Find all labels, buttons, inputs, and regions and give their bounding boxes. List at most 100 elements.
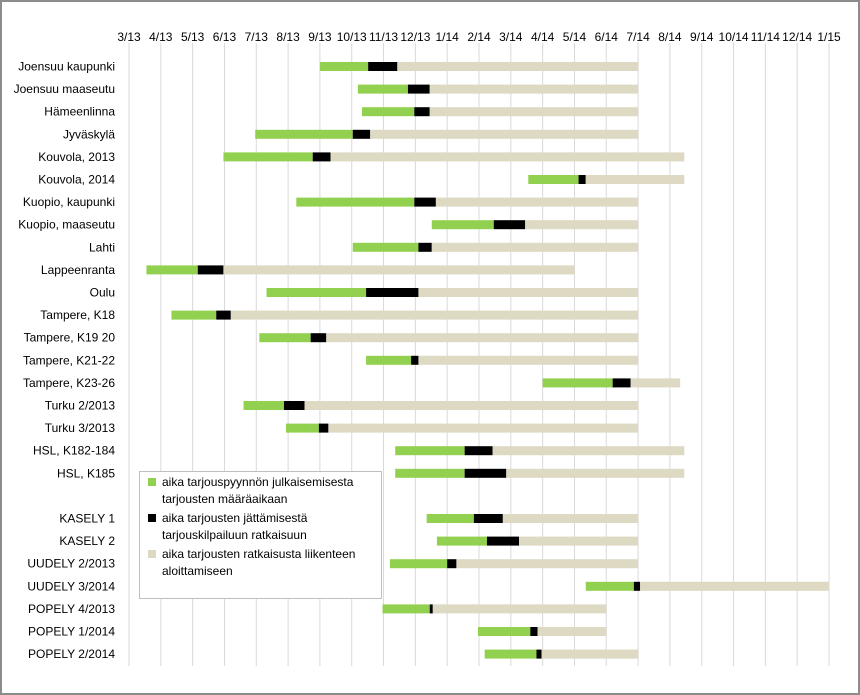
category-label: Hämeenlinna: [44, 105, 115, 119]
x-tick-label: 1/14: [436, 30, 460, 44]
bar-segment-startup-period: [429, 107, 639, 117]
bar-segment-startup-period: [304, 401, 639, 410]
bar-segment-tender-period: [171, 310, 217, 320]
category-label: Joensuu kaupunki: [18, 60, 115, 74]
category-label: Kouvola, 2014: [38, 173, 115, 187]
x-tick-label: 5/13: [181, 30, 205, 44]
bar-segment-tender-period: [431, 220, 494, 230]
bar-segment-startup-period: [418, 288, 639, 297]
legend-swatch-green: [148, 478, 156, 486]
bar-segment-startup-period: [330, 152, 685, 162]
category-label: Tampere, K23-26: [23, 376, 115, 390]
x-tick-label: 2/14: [467, 30, 491, 44]
category-label: KASELY 2: [59, 534, 115, 548]
bar-segment-startup-period: [640, 581, 829, 591]
bar-segment-startup-period: [492, 446, 685, 456]
x-axis-ticks: 3/13 4/13 5/13 6/13 7/13 8/13 9/13 10/13 11/13 12…: [117, 30, 841, 44]
bar-segment-evaluation-period: [536, 649, 542, 659]
x-tick-label: 7/14: [626, 30, 650, 44]
bar-segment-evaluation-period: [310, 333, 327, 343]
x-tick-label: 5/14: [563, 30, 587, 44]
bar-segment-startup-period: [370, 129, 639, 139]
bar-segment-tender-period: [296, 197, 415, 207]
category-label: POPELY 4/2013: [28, 602, 115, 616]
bar-segment-evaluation-period: [530, 627, 538, 636]
bar-segment-tender-period: [585, 581, 634, 591]
category-label: Turku 2/2013: [45, 399, 116, 413]
x-tick-label: 10/14: [719, 30, 749, 44]
x-tick-label: 4/14: [531, 30, 555, 44]
bar-segment-startup-period: [432, 604, 607, 614]
bar-segment-evaluation-period: [312, 152, 331, 162]
bar-segment-evaluation-period: [578, 175, 586, 184]
legend-item-black: aika tarjousten jättämisestä tarjouskilp…: [148, 510, 375, 543]
bar-segment-startup-period: [537, 627, 607, 636]
bar-segment-tender-period: [366, 355, 412, 365]
bar-segment-tender-period: [259, 333, 311, 343]
legend-item-beige: aika tarjousten ratkaisusta liikenteen a…: [148, 546, 375, 579]
bar-segment-tender-period: [477, 627, 531, 636]
bar-segment-tender-period: [426, 514, 474, 523]
category-label: UUDELY 3/2014: [27, 579, 115, 593]
x-tick-label: 6/14: [595, 30, 619, 44]
bar-segment-tender-period: [389, 559, 448, 569]
bar-segment-tender-period: [542, 378, 613, 388]
bar-segment-startup-period: [506, 468, 685, 478]
category-label: POPELY 2/2014: [28, 647, 115, 661]
bar-segment-startup-period: [223, 265, 575, 275]
x-tick-label: 4/13: [149, 30, 173, 44]
bar-segment-tender-period: [146, 265, 198, 275]
category-label: Kuopio, maaseutu: [18, 218, 115, 232]
x-tick-label: 11/13: [369, 30, 398, 44]
bar-segment-tender-period: [436, 536, 487, 546]
bar-segment-evaluation-period: [352, 129, 371, 139]
bar-segment-evaluation-period: [612, 378, 631, 388]
x-tick-label: 8/13: [276, 30, 300, 44]
legend-label-beige: aika tarjousten ratkaisusta liikenteen a…: [162, 547, 356, 578]
bar-segment-evaluation-period: [366, 288, 419, 297]
bar-segment-startup-period: [326, 333, 639, 343]
bar-segment-tender-period: [243, 401, 284, 410]
x-tick-label: 11/14: [751, 30, 780, 44]
legend-swatch-beige: [148, 550, 156, 558]
bar-segment-startup-period: [230, 310, 639, 320]
legend: aika tarjouspyynnön julkaisemisesta tarj…: [139, 471, 382, 599]
bar-segment-startup-period: [431, 242, 639, 252]
category-label: HSL, K185: [57, 466, 115, 480]
x-tick-label: 9/14: [690, 30, 714, 44]
bar-segment-startup-period: [502, 514, 639, 523]
legend-label-black: aika tarjousten jättämisestä tarjouskilp…: [162, 511, 308, 542]
bar-segment-startup-period: [418, 355, 639, 365]
legend-label-green: aika tarjouspyynnön julkaisemisesta tarj…: [162, 475, 354, 506]
bar-segment-startup-period: [328, 423, 639, 433]
bar-segment-startup-period: [397, 62, 639, 71]
category-label: Turku 3/2013: [45, 421, 116, 435]
bar-segment-evaluation-period: [464, 468, 507, 478]
bar-segment-evaluation-period: [283, 401, 305, 410]
bar-segment-tender-period: [319, 62, 369, 71]
category-label: POPELY 1/2014: [28, 625, 115, 639]
bar-segment-tender-period: [223, 152, 313, 162]
x-tick-label: 3/13: [117, 30, 141, 44]
bar-segment-tender-period: [395, 468, 465, 478]
category-label: Oulu: [90, 286, 115, 300]
bar-segment-evaluation-period: [473, 514, 503, 523]
x-tick-label: 6/13: [213, 30, 237, 44]
bar-segment-tender-period: [286, 423, 319, 433]
category-label: Kouvola, 2013: [38, 150, 115, 164]
category-label: HSL, K182-184: [33, 444, 115, 458]
bar-segment-tender-period: [382, 604, 430, 614]
bar-segment-evaluation-period: [407, 84, 430, 94]
bar-segment-evaluation-period: [411, 355, 419, 365]
category-label: UUDELY 2/2013: [27, 557, 115, 571]
bar-segment-startup-period: [456, 559, 639, 569]
bar-segment-tender-period: [352, 242, 419, 252]
x-tick-label: 7/13: [245, 30, 269, 44]
category-label: Jyväskylä: [63, 127, 115, 141]
bar-segment-evaluation-period: [429, 604, 433, 614]
x-tick-label: 10/13: [337, 30, 367, 44]
category-label: Kuopio, kaupunki: [23, 195, 115, 209]
bar-segment-evaluation-period: [464, 446, 493, 456]
category-label: Tampere, K19 20: [24, 331, 116, 345]
